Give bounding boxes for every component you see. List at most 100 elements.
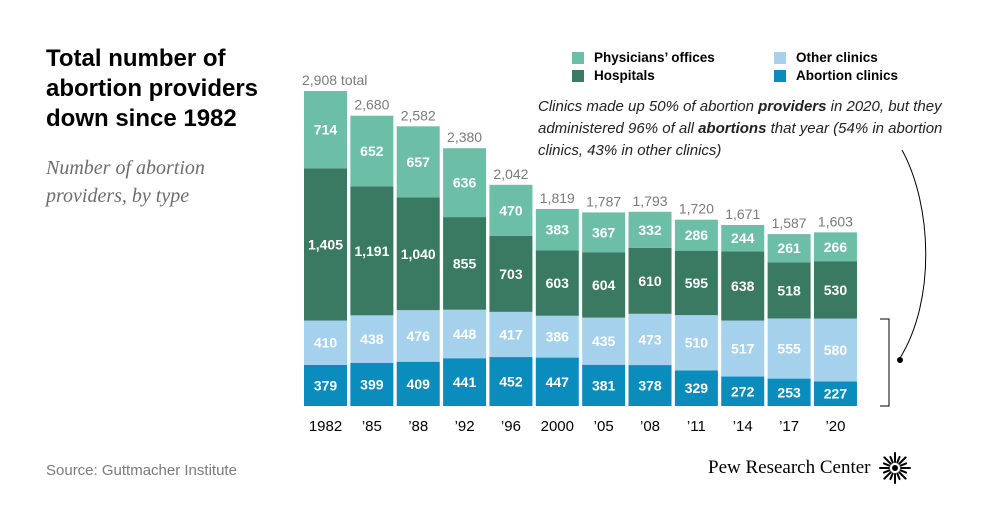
bar-physicians-offices-5 xyxy=(535,208,579,251)
data-label-other-clinics-11: 580 xyxy=(824,342,848,358)
x-tick-label-8: ’11 xyxy=(687,418,706,435)
data-label-hospitals-10: 518 xyxy=(777,282,801,298)
bar-hospitals-1 xyxy=(350,186,394,316)
data-label-hospitals-5: 603 xyxy=(546,275,570,291)
sunburst-ray xyxy=(899,462,907,467)
total-label-11: 1,603 xyxy=(818,213,853,229)
bar-abortion-clinics-5 xyxy=(535,357,579,406)
bar-physicians-offices-2 xyxy=(396,126,440,198)
bar-other-clinics-4 xyxy=(489,311,533,358)
bar-other-clinics-8 xyxy=(674,315,718,371)
sunburst-ray xyxy=(899,469,907,474)
data-label-other-clinics-0: 410 xyxy=(314,335,338,351)
clinics-bracket xyxy=(880,318,890,407)
legend-label-other-clinics: Other clinics xyxy=(796,50,878,65)
sunburst-ray xyxy=(888,472,894,481)
total-label-3: 2,380 xyxy=(447,129,482,145)
data-label-other-clinics-8: 510 xyxy=(685,335,709,351)
data-label-abortion-clinics-7: 378 xyxy=(638,378,662,394)
data-label-physicians-offices-5: 383 xyxy=(546,222,570,238)
bar-other-clinics-1 xyxy=(350,315,394,363)
legend-swatch-other-clinics xyxy=(774,51,786,64)
data-label-physicians-offices-1: 652 xyxy=(360,143,384,159)
data-label-other-clinics-2: 476 xyxy=(407,328,431,344)
annotation-leader-dot xyxy=(897,357,903,363)
data-label-other-clinics-7: 473 xyxy=(638,331,662,347)
bar-hospitals-3 xyxy=(443,217,487,310)
bar-other-clinics-9 xyxy=(721,320,765,377)
data-label-hospitals-9: 638 xyxy=(731,278,755,294)
data-label-physicians-offices-3: 636 xyxy=(453,175,477,191)
data-label-physicians-offices-4: 470 xyxy=(499,202,523,218)
bar-abortion-clinics-9 xyxy=(721,376,765,406)
bar-other-clinics-7 xyxy=(628,313,672,366)
data-label-abortion-clinics-10: 253 xyxy=(777,384,801,400)
bar-other-clinics-2 xyxy=(396,310,440,362)
bar-other-clinics-3 xyxy=(443,309,487,359)
chart-title: Total number of abortion providers down … xyxy=(46,45,259,132)
data-label-abortion-clinics-2: 409 xyxy=(407,376,431,392)
bar-physicians-offices-9 xyxy=(721,224,765,252)
legend-label-physicians-offices: Physicians’ offices xyxy=(594,50,715,65)
bar-physicians-offices-0 xyxy=(304,91,347,169)
sunburst-ray xyxy=(895,455,901,464)
total-label-7: 1,793 xyxy=(632,193,667,209)
data-label-hospitals-1: 1,191 xyxy=(354,243,389,259)
sunburst-ray xyxy=(897,471,907,480)
x-tick-label-2: ’88 xyxy=(408,418,428,435)
total-label-0: 2,908 total xyxy=(302,72,367,88)
data-label-other-clinics-9: 517 xyxy=(731,341,755,357)
bar-abortion-clinics-4 xyxy=(489,357,533,406)
data-label-physicians-offices-0: 714 xyxy=(314,122,338,138)
data-label-group: 379 410 1,405 714 399 438 1,191 652 409 476 1,040 6… xyxy=(308,122,847,402)
data-label-hospitals-2: 1,040 xyxy=(401,246,436,262)
x-tick-label-6: ’05 xyxy=(594,418,614,435)
bar-other-clinics-5 xyxy=(535,315,579,358)
annotation-text-3: that year (54% in abortion clinics, 43% … xyxy=(538,120,943,159)
bar-physicians-offices-1 xyxy=(350,115,394,187)
sunburst-ray xyxy=(882,456,892,465)
annotation-bold-2: abortions xyxy=(698,120,767,137)
legend-item-other-clinics: Other clinics xyxy=(774,50,878,65)
chart-annotation: Clinics made up 50% of abortion provider… xyxy=(538,96,968,162)
bar-physicians-offices-11 xyxy=(813,232,857,262)
total-label-2: 2,582 xyxy=(401,107,436,123)
x-tick-label-3: ’92 xyxy=(455,418,475,435)
bar-group xyxy=(304,91,857,406)
data-label-physicians-offices-7: 332 xyxy=(638,222,662,238)
data-label-physicians-offices-11: 266 xyxy=(824,239,848,255)
x-tick-label-4: ’96 xyxy=(501,418,521,435)
bar-hospitals-5 xyxy=(535,250,579,316)
bar-abortion-clinics-2 xyxy=(396,361,440,406)
x-tick-label-1: ’85 xyxy=(362,418,382,435)
legend-label-abortion-clinics: Abortion clinics xyxy=(796,68,899,83)
sunburst-ray xyxy=(895,472,901,481)
bar-physicians-offices-4 xyxy=(489,184,533,236)
sunburst-ray xyxy=(897,456,907,465)
data-label-abortion-clinics-11: 227 xyxy=(824,386,848,402)
legend-swatch-hospitals xyxy=(572,69,584,82)
total-label-5: 1,819 xyxy=(540,190,575,206)
data-label-physicians-offices-2: 657 xyxy=(407,154,431,170)
data-label-physicians-offices-9: 244 xyxy=(731,230,755,246)
data-label-hospitals-3: 855 xyxy=(453,255,477,271)
bar-physicians-offices-8 xyxy=(674,219,718,251)
total-label-1: 2,680 xyxy=(354,97,389,113)
total-label-group: 2,908 total 2,680 2,582 2,380 2,042 1,819 1,78… xyxy=(302,72,853,231)
sunburst-ray xyxy=(888,455,894,464)
data-label-other-clinics-6: 435 xyxy=(592,333,616,349)
bar-hospitals-11 xyxy=(813,261,857,319)
bar-hospitals-7 xyxy=(628,247,672,314)
data-label-hospitals-11: 530 xyxy=(824,282,848,298)
data-label-hospitals-8: 595 xyxy=(685,275,709,291)
bar-abortion-clinics-11 xyxy=(813,381,857,406)
bar-hospitals-0 xyxy=(304,168,347,321)
bar-hospitals-6 xyxy=(582,252,626,318)
data-label-abortion-clinics-1: 399 xyxy=(360,376,384,392)
total-label-10: 1,587 xyxy=(772,215,807,231)
legend-swatch-physicians-offices xyxy=(572,51,584,64)
bar-hospitals-8 xyxy=(674,250,718,316)
annotation-leader-line xyxy=(899,149,927,359)
